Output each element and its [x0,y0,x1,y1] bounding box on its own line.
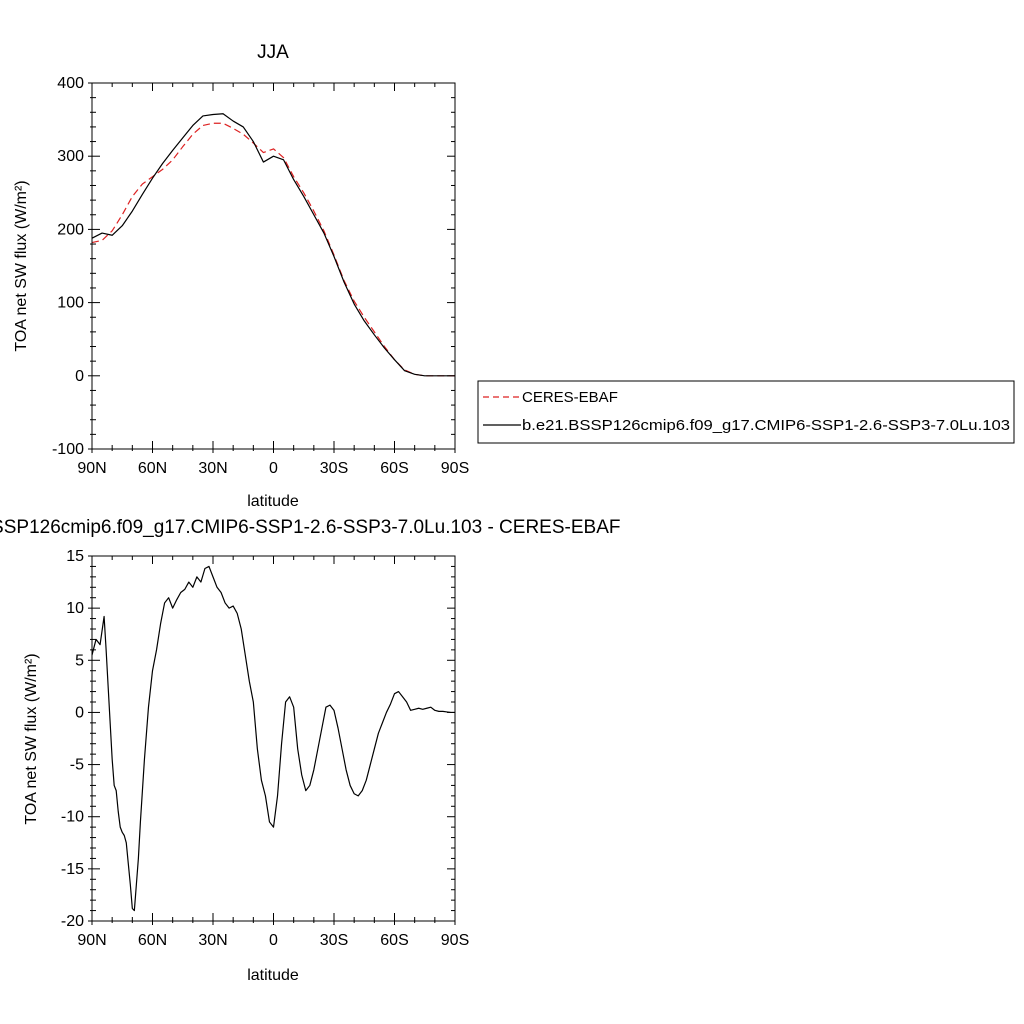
legend-label-ceres: CERES-EBAF [522,389,618,406]
x-tick-label: 60S [380,932,408,949]
x-tick-label: 30S [320,932,348,949]
top-x-axis-label: latitude [247,493,299,510]
y-tick-label: -10 [61,809,84,826]
y-tick-label: -20 [61,913,84,930]
top-chart-title: JJA [257,42,289,63]
bottom-panel: b.e21.BSSP126cmip6.f09_g17.CMIP6-SSP1-2.… [0,517,620,984]
top-panel: JJA 90N 60N 30N 0 30S 60S 90S -100 0 100 200 300 400… [13,42,469,510]
x-tick-label: 60N [138,460,167,477]
bottom-axis-ticks [88,555,456,925]
x-tick-label: 60N [138,932,167,949]
x-tick-label: 90N [77,460,106,477]
top-series-group [91,113,455,377]
y-tick-label: 200 [57,221,84,238]
bottom-tick-labels: 90N 60N 30N 0 30S 60S 90S -20 -15 -10 -5 0 5 10 15 [61,548,469,949]
top-y-axis-label: TOA net SW flux (W/m²) [13,180,30,351]
legend: CERES-EBAF b.e21.BSSP126cmip6.f09_g17.CM… [477,380,1015,444]
x-tick-label: 0 [269,460,278,477]
top-series-line-0 [91,122,455,377]
y-tick-label: 10 [66,600,84,617]
y-tick-label: 400 [57,75,84,92]
x-tick-label: 30N [198,460,227,477]
y-tick-label: 300 [57,148,84,165]
y-tick-label: 5 [75,652,84,669]
legend-label-model: b.e21.BSSP126cmip6.f09_g17.CMIP6-SSP1-2.… [522,417,1010,434]
bottom-plot-frame [91,555,456,922]
bottom-chart-title: b.e21.BSSP126cmip6.f09_g17.CMIP6-SSP1-2.… [0,517,620,538]
y-tick-label: -100 [52,441,84,458]
legend-box [477,380,1015,444]
bottom-x-axis-label: latitude [247,967,299,984]
top-plot-frame [91,82,456,450]
x-tick-label: 90N [77,932,106,949]
y-tick-label: -15 [61,861,84,878]
bottom-y-axis-label: TOA net SW flux (W/m²) [23,653,40,824]
x-tick-label: 90S [441,932,469,949]
bottom-series-group [91,565,455,912]
x-tick-label: 30N [198,932,227,949]
x-tick-label: 0 [269,932,278,949]
y-tick-label: 0 [75,704,84,721]
top-axis-ticks [88,82,456,453]
x-tick-label: 90S [441,460,469,477]
y-tick-label: -5 [70,757,84,774]
bottom-series-line-0 [91,565,455,912]
y-tick-label: 0 [75,368,84,385]
y-tick-label: 100 [57,295,84,312]
top-tick-labels: 90N 60N 30N 0 30S 60S 90S -100 0 100 200 300 400 [52,75,469,477]
top-series-line-1 [91,113,455,377]
x-tick-label: 60S [380,460,408,477]
x-tick-label: 30S [320,460,348,477]
y-tick-label: 15 [66,548,84,565]
